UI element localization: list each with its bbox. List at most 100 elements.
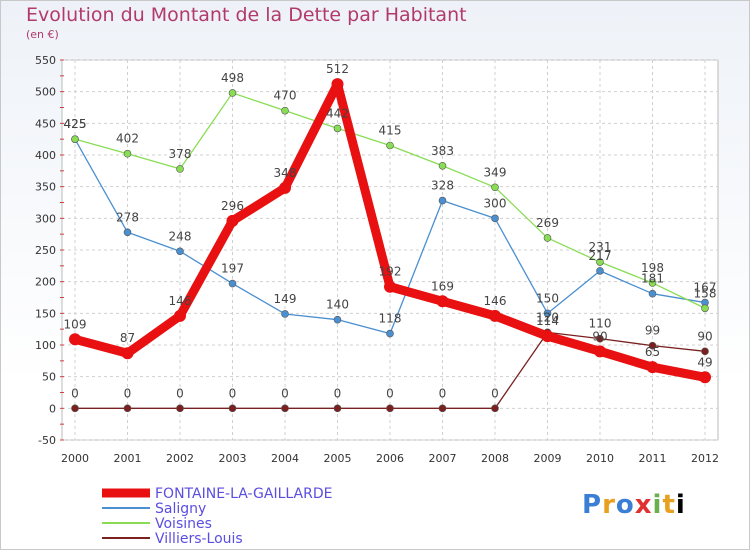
data-label: 90 bbox=[697, 329, 712, 343]
data-label: 149 bbox=[274, 292, 297, 306]
data-point bbox=[491, 214, 499, 223]
data-point bbox=[121, 347, 134, 360]
legend-label: Villiers-Louis bbox=[155, 531, 243, 547]
data-point bbox=[489, 309, 501, 322]
data-label: 49 bbox=[697, 355, 712, 369]
data-point bbox=[176, 165, 184, 173]
data-point bbox=[646, 361, 659, 374]
y-tick-label: 450 bbox=[35, 117, 56, 130]
data-label: 415 bbox=[379, 124, 402, 138]
data-label: 158 bbox=[694, 286, 717, 300]
legend-label: Saligny bbox=[155, 501, 206, 517]
data-label: 0 bbox=[491, 386, 499, 400]
y-tick-label: 50 bbox=[42, 371, 56, 384]
data-label: 402 bbox=[116, 132, 139, 146]
data-point bbox=[71, 135, 79, 143]
data-point bbox=[333, 124, 342, 133]
data-label: 296 bbox=[221, 199, 244, 213]
y-tick-label: 150 bbox=[35, 307, 56, 320]
x-tick-label: 2006 bbox=[376, 452, 404, 465]
data-point bbox=[71, 404, 79, 413]
data-label: 0 bbox=[71, 386, 79, 400]
data-point bbox=[648, 341, 657, 350]
data-label: 470 bbox=[274, 89, 297, 103]
data-point bbox=[123, 149, 132, 158]
data-label: 300 bbox=[484, 196, 507, 210]
data-point bbox=[123, 228, 132, 237]
legend-label: Voisines bbox=[155, 516, 212, 532]
data-label: 425 bbox=[64, 117, 87, 131]
data-point bbox=[228, 279, 237, 288]
data-label: 181 bbox=[641, 272, 664, 286]
data-label: 349 bbox=[484, 165, 507, 179]
data-label: 114 bbox=[536, 314, 559, 328]
data-label: 348 bbox=[274, 166, 297, 180]
data-label: 0 bbox=[334, 386, 342, 400]
proxiti-logo: Proxiti bbox=[582, 490, 686, 520]
data-label: 197 bbox=[221, 262, 244, 276]
data-label: 167 bbox=[694, 281, 717, 295]
data-point bbox=[386, 141, 394, 150]
data-label: 0 bbox=[439, 386, 447, 400]
x-tick-label: 2007 bbox=[429, 452, 457, 465]
data-point bbox=[438, 196, 447, 205]
data-label: 169 bbox=[431, 279, 454, 293]
data-point bbox=[438, 404, 447, 413]
data-point bbox=[543, 234, 552, 242]
data-label: 378 bbox=[169, 147, 192, 161]
data-point bbox=[596, 267, 604, 275]
data-point bbox=[279, 181, 291, 194]
data-label: 140 bbox=[326, 298, 349, 312]
data-point bbox=[333, 315, 342, 324]
data-point bbox=[333, 404, 342, 413]
data-label: 146 bbox=[484, 294, 507, 308]
data-label: 198 bbox=[641, 261, 664, 275]
data-point bbox=[436, 295, 449, 308]
data-label: 0 bbox=[176, 386, 184, 400]
data-label: 498 bbox=[221, 71, 244, 85]
data-point bbox=[384, 280, 396, 293]
data-point bbox=[701, 347, 709, 356]
y-tick-label: 550 bbox=[35, 54, 56, 67]
data-label: 248 bbox=[169, 229, 192, 243]
data-label: 0 bbox=[124, 386, 132, 400]
data-label: 442 bbox=[326, 106, 349, 120]
y-tick-label: 400 bbox=[35, 149, 56, 162]
chart-title: Evolution du Montant de la Dette par Hab… bbox=[26, 4, 467, 26]
data-label: 118 bbox=[379, 312, 402, 326]
y-tick-label: 300 bbox=[35, 212, 56, 225]
data-label: 90 bbox=[592, 329, 607, 343]
data-point bbox=[176, 247, 184, 256]
data-label: 110 bbox=[589, 317, 612, 331]
y-tick-label: 250 bbox=[35, 244, 56, 257]
data-point bbox=[281, 310, 289, 318]
data-point bbox=[176, 404, 184, 413]
data-point bbox=[331, 78, 344, 91]
data-point bbox=[228, 89, 237, 97]
data-label: 120 bbox=[536, 310, 559, 324]
data-label: 328 bbox=[431, 179, 454, 193]
x-tick-label: 2005 bbox=[324, 452, 352, 465]
data-label: 65 bbox=[645, 345, 660, 359]
data-point bbox=[69, 333, 81, 346]
x-tick-label: 2001 bbox=[114, 452, 142, 465]
y-tick-label: 200 bbox=[35, 276, 56, 289]
x-tick-label: 2003 bbox=[219, 452, 247, 465]
y-tick-label: 500 bbox=[35, 86, 56, 99]
data-point bbox=[699, 371, 711, 384]
data-label: 109 bbox=[64, 317, 87, 331]
data-label: 0 bbox=[229, 386, 237, 400]
data-label: 269 bbox=[536, 216, 559, 230]
data-label: 0 bbox=[386, 386, 394, 400]
data-label: 278 bbox=[116, 210, 139, 224]
y-tick-label: 350 bbox=[35, 181, 56, 194]
data-point bbox=[648, 279, 657, 287]
y-tick-label: -50 bbox=[38, 434, 56, 447]
data-point bbox=[594, 345, 606, 358]
data-point bbox=[541, 330, 554, 343]
data-label: 383 bbox=[431, 144, 454, 158]
data-label: 146 bbox=[169, 294, 192, 308]
x-tick-label: 2009 bbox=[534, 452, 562, 465]
data-point bbox=[386, 329, 394, 338]
data-label: 512 bbox=[326, 62, 349, 76]
